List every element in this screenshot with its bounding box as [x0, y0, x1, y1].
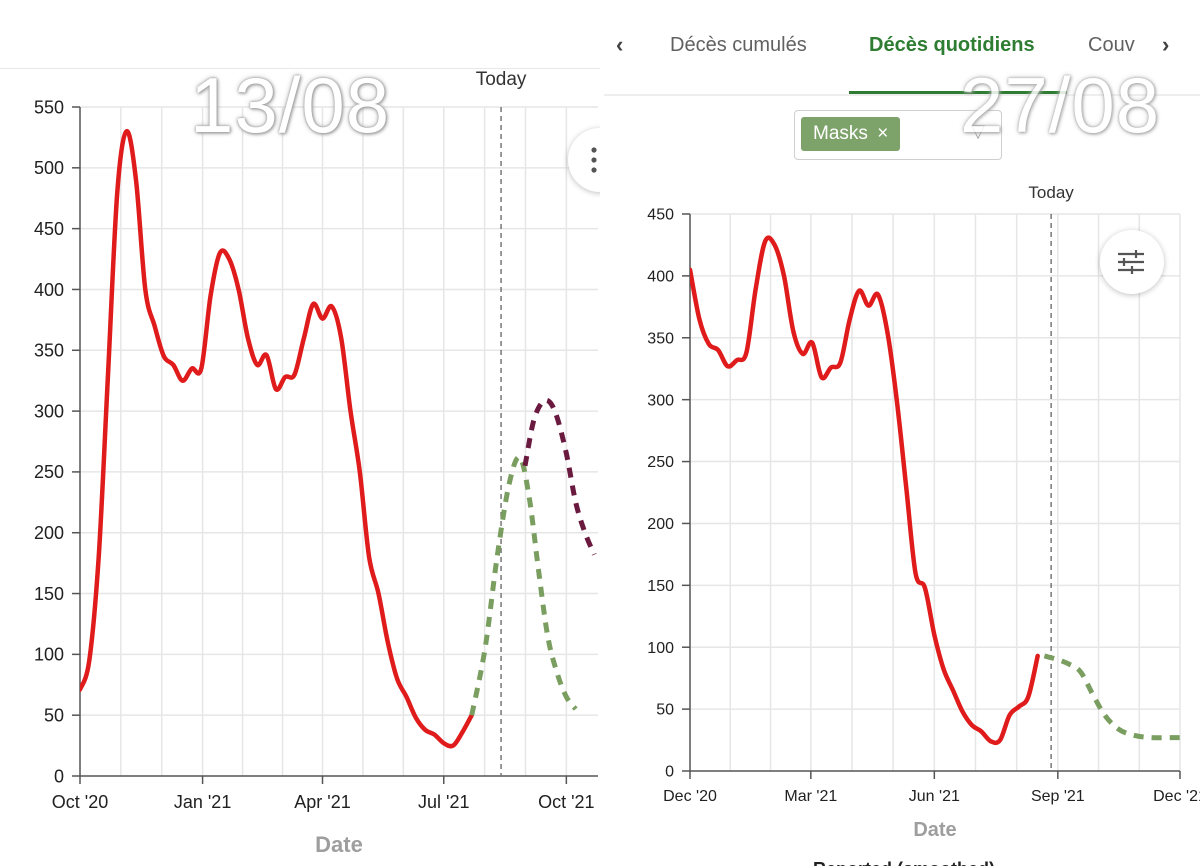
x-tick-label: Jan '21	[174, 792, 231, 812]
overlay-date: 13/08	[190, 61, 391, 149]
y-tick-label: 100	[34, 645, 64, 665]
y-tick-label: 400	[647, 268, 674, 285]
y-tick-label: 250	[34, 462, 64, 482]
y-tick-label: 450	[647, 207, 674, 224]
left-panel: 0 50 100 150 200 250 300 350 400 450 500 550 Oct '20…	[0, 61, 600, 857]
masks-chip[interactable]: Masks ×	[801, 117, 901, 151]
menu-button[interactable]	[568, 128, 600, 192]
x-tick-label: Dec '20	[663, 788, 717, 805]
tab-next-chevron-icon[interactable]: ›	[1154, 32, 1184, 58]
y-tick-label: 400	[34, 280, 64, 300]
x-axis-title: Date	[913, 819, 956, 841]
sliders-icon	[1118, 250, 1144, 274]
today-label: Today	[1028, 183, 1074, 202]
projection-line-1	[469, 454, 578, 716]
y-tick-label: 50	[656, 702, 674, 719]
tab-bar: ‹ Décès cumulés Décès quotidiens Couv ›	[604, 0, 1200, 96]
x-axis-title: Date	[315, 832, 363, 857]
y-tick-label: 350	[34, 341, 64, 361]
x-tick-label: Jul '21	[418, 792, 469, 812]
x-tick-label: Oct '20	[52, 792, 108, 812]
tab-cumulative-deaths[interactable]: Décès cumulés	[670, 34, 807, 56]
y-tick-label: 450	[34, 219, 64, 239]
y-tick-label: 250	[647, 454, 674, 471]
legend-partial-label: Reported (smoothed)	[813, 859, 995, 866]
y-tick-label: 0	[54, 766, 64, 786]
tab-coverage[interactable]: Couv	[1088, 34, 1135, 56]
overlay-date: 27/08	[960, 61, 1161, 149]
y-tick-label: 550	[34, 97, 64, 117]
y-tick-label: 0	[665, 764, 674, 781]
tab-daily-deaths[interactable]: Décès quotidiens	[869, 34, 1035, 56]
y-tick-label: 100	[647, 640, 674, 657]
chip-label: Masks	[813, 123, 868, 144]
today-label: Today	[476, 69, 527, 90]
y-tick-label: 150	[647, 578, 674, 595]
active-tab-indicator	[849, 91, 1067, 94]
y-tick-label: 500	[34, 158, 64, 178]
intervention-filter[interactable]: Masks × ▽	[794, 110, 1002, 160]
y-tick-label: 150	[34, 584, 64, 604]
settings-button[interactable]	[1100, 230, 1164, 294]
more-vertical-icon	[591, 147, 597, 173]
x-tick-label: Sep '21	[1031, 788, 1085, 805]
tab-prev-chevron-icon[interactable]: ‹	[616, 32, 624, 57]
right-panel: 0 50 100 150 200 250 300 350 400 450 Dec '20 Mar '2…	[604, 0, 1200, 866]
reported-deaths-line	[80, 129, 474, 749]
panel-divider	[600, 0, 604, 866]
dropdown-chevron-icon[interactable]: ▽	[971, 121, 985, 141]
x-tick-label: Oct '21	[538, 792, 594, 812]
chart-left: 0 50 100 150 200 250 300 350 400 450 500 550 Oct '20…	[34, 69, 598, 857]
y-tick-label: 350	[647, 330, 674, 347]
x-tick-label: Jun '21	[909, 788, 960, 805]
projection-line-2	[522, 397, 597, 556]
y-tick-label: 200	[34, 523, 64, 543]
x-tick-label: Apr '21	[294, 792, 350, 812]
projection-line-1	[1043, 653, 1180, 741]
y-tick-label: 200	[647, 516, 674, 533]
y-tick-label: 300	[34, 401, 64, 421]
top-divider	[0, 68, 600, 69]
y-tick-label: 300	[647, 392, 674, 409]
x-tick-label: Mar '21	[784, 788, 837, 805]
chip-close-icon[interactable]: ×	[877, 123, 889, 144]
chart-right: 0 50 100 150 200 250 300 350 400 450 Dec '20 Mar '2…	[647, 183, 1200, 866]
x-tick-label: Dec '21	[1153, 788, 1200, 805]
tab-bar-border	[604, 94, 1200, 96]
reported-deaths-line	[690, 235, 1040, 746]
y-tick-label: 50	[44, 705, 64, 725]
